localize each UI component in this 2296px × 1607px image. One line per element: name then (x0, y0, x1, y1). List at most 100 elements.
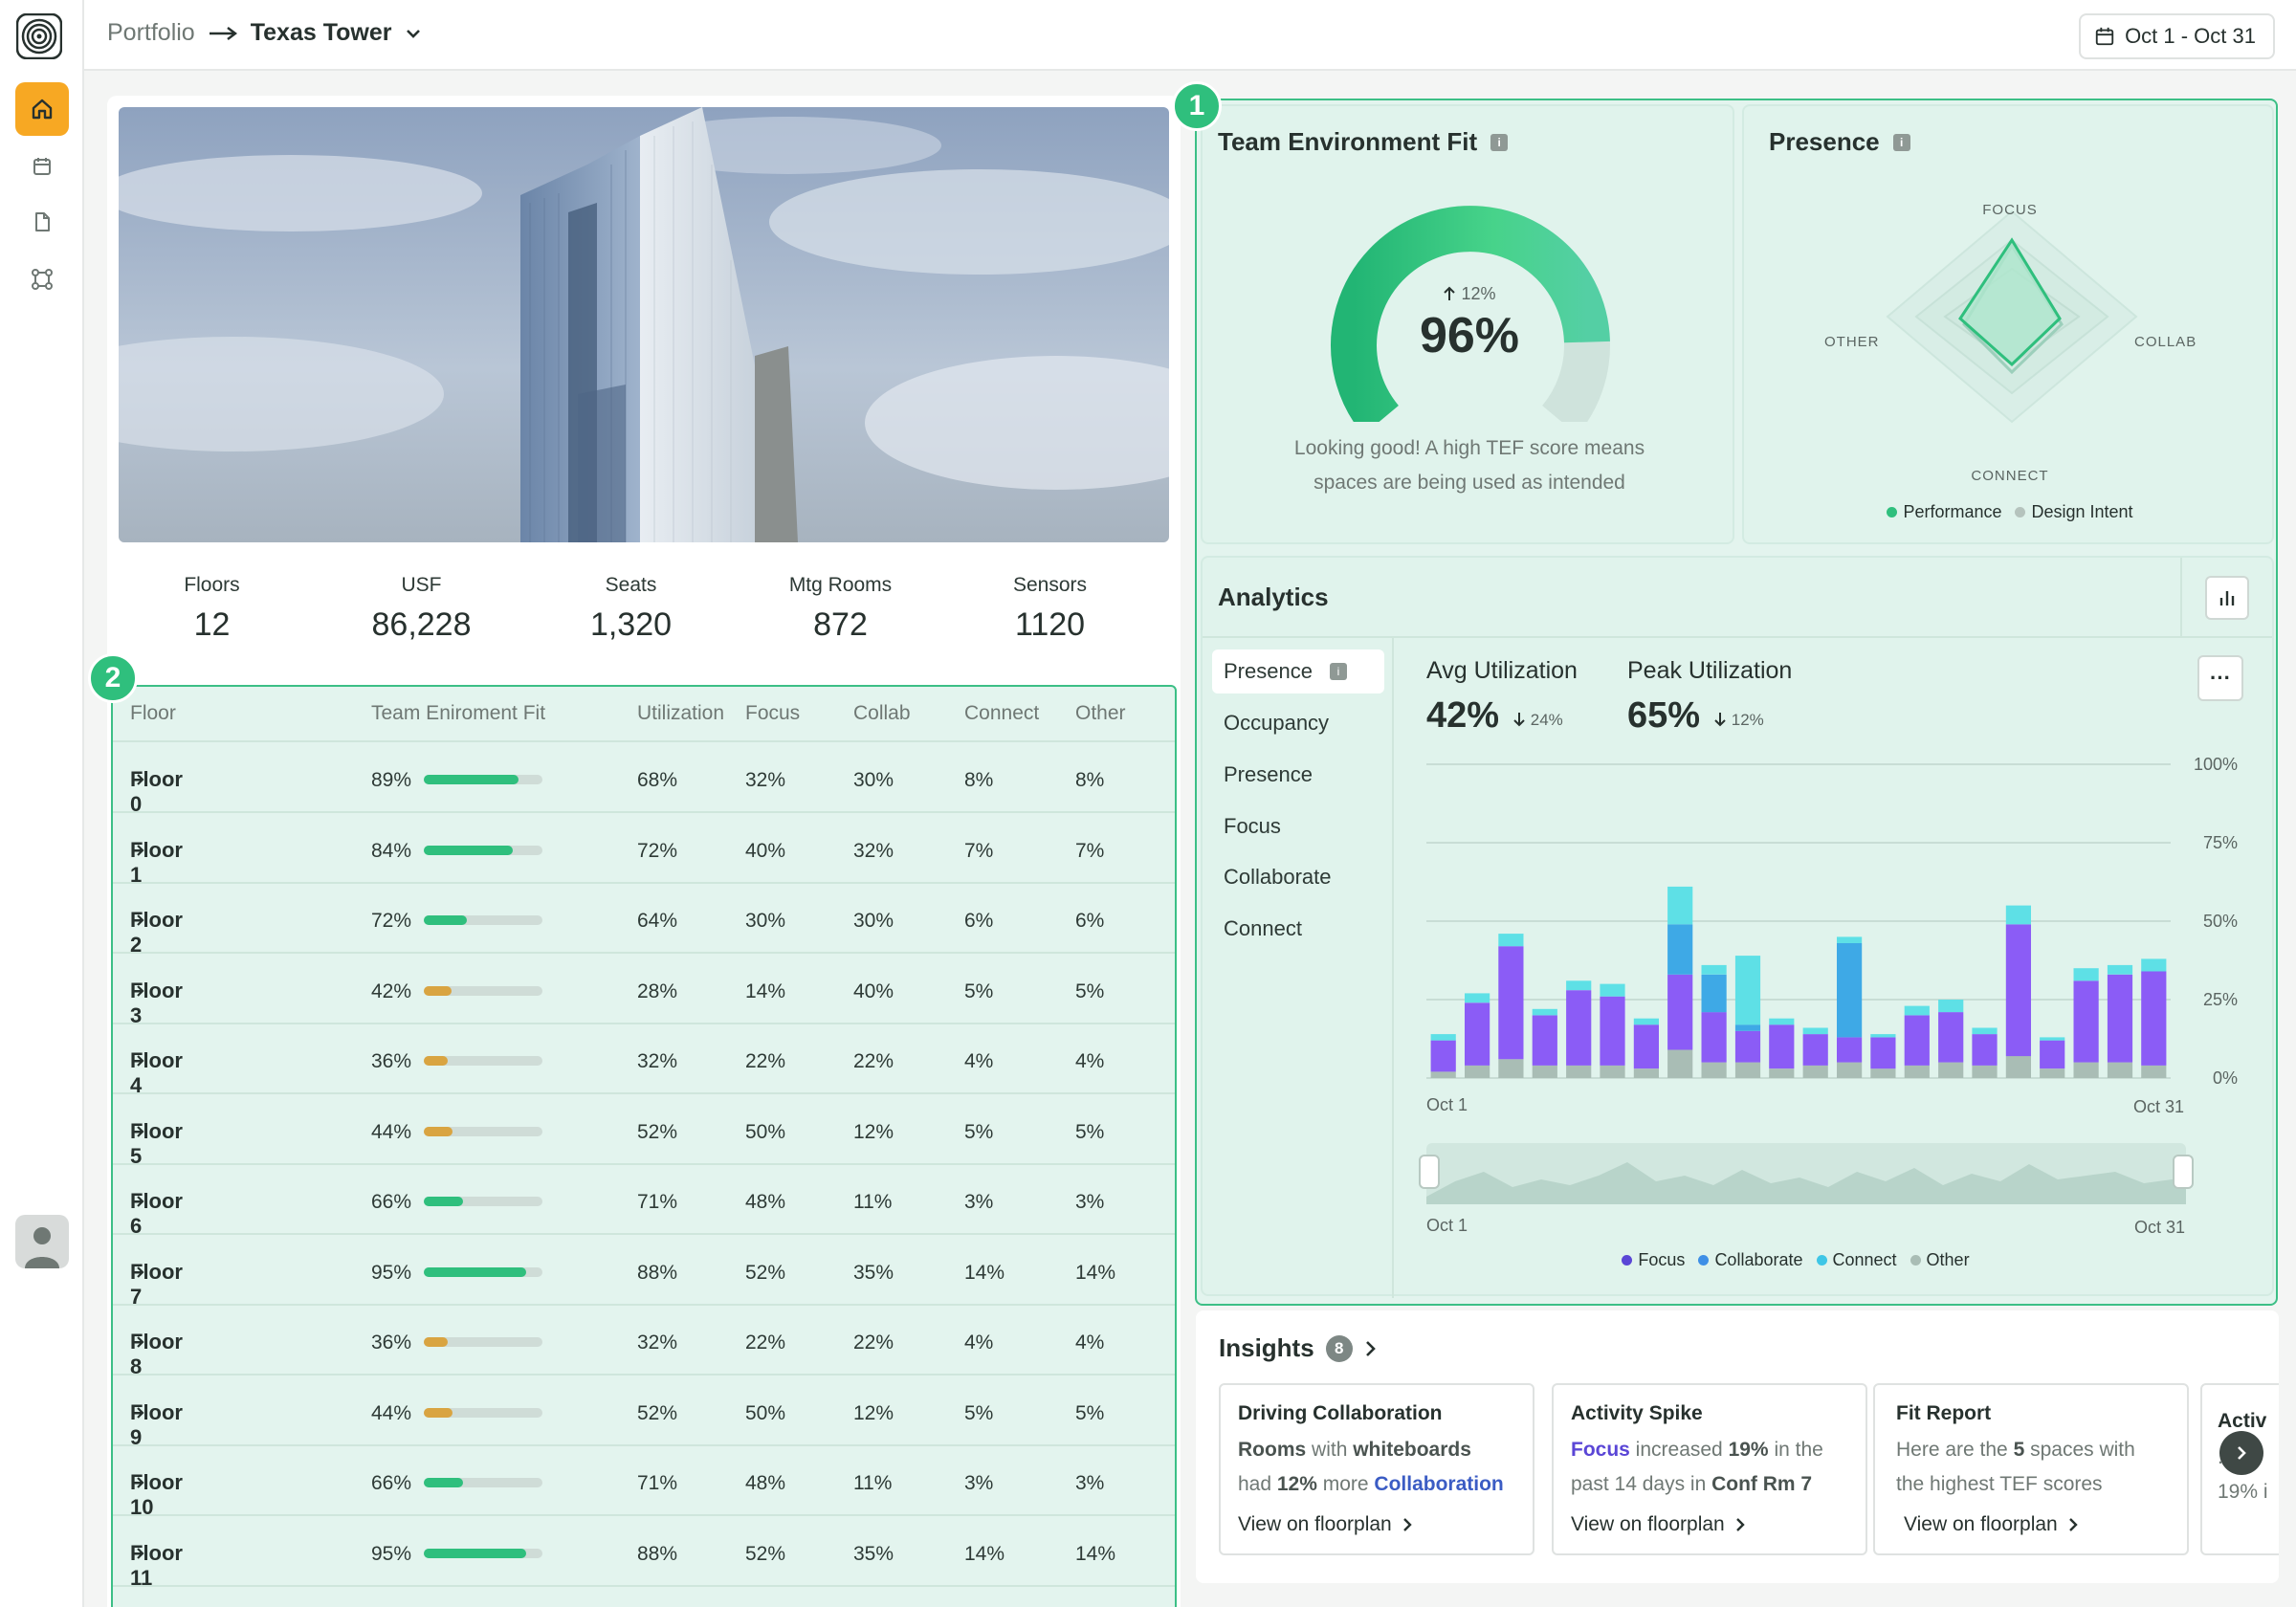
bar-segment-other[interactable] (1532, 1065, 1557, 1078)
view-on-floorplan-link[interactable]: View on floorplan (1904, 1513, 2079, 1536)
bar-segment-other[interactable] (2141, 1065, 2167, 1078)
floor-name[interactable]: Floor 0 (130, 767, 183, 816)
bar-segment-connect[interactable] (1430, 1034, 1456, 1041)
bar-segment-connect[interactable] (1938, 1000, 1964, 1013)
metric-item-collaborate[interactable]: Collaborate (1224, 865, 1332, 889)
bar-segment-focus[interactable] (1837, 1037, 1863, 1063)
bar-segment-other[interactable] (1734, 1062, 1761, 1078)
metric-item-occupancy[interactable]: Occupancy (1224, 711, 1330, 735)
table-row[interactable]: Floor 1 84% 72% 40% 32% 7% 7% (113, 815, 1175, 887)
bar-segment-other[interactable] (1633, 1068, 1659, 1078)
date-range-button[interactable]: Oct 1 - Oct 31 (2079, 13, 2275, 59)
bar-segment-other[interactable] (1904, 1065, 1930, 1078)
bar-segment-other[interactable] (1972, 1065, 1998, 1078)
bar-segment-focus[interactable] (2107, 974, 2133, 1063)
bar-segment-connect[interactable] (1633, 1018, 1659, 1025)
brush-handle-left[interactable] (1419, 1155, 1440, 1189)
bar-segment-connect[interactable] (2040, 1037, 2065, 1041)
table-row[interactable]: Floor 4 36% 32% 22% 22% 4% 4% (113, 1025, 1175, 1097)
bar-segment-focus[interactable] (1870, 1037, 1896, 1069)
bar-segment-other[interactable] (1600, 1065, 1625, 1078)
bar-segment-other[interactable] (1430, 1071, 1456, 1078)
view-on-floorplan-link[interactable]: View on floorplan (1238, 1513, 1413, 1536)
bar-segment-focus[interactable] (1633, 1024, 1659, 1069)
nav-documents[interactable] (15, 195, 69, 249)
bar-segment-other[interactable] (1566, 1065, 1592, 1078)
metric-item-presence-active[interactable]: Presence i (1212, 649, 1384, 693)
view-on-floorplan-link[interactable]: View on floorplan (1571, 1513, 1746, 1536)
bar-segment-other[interactable] (1938, 1062, 1964, 1078)
bar-segment-focus[interactable] (1769, 1024, 1795, 1069)
nav-home[interactable] (15, 82, 69, 136)
insight-link-text[interactable]: Focus (1571, 1439, 1630, 1461)
avatar[interactable] (15, 1215, 69, 1268)
bar-segment-other[interactable] (1769, 1068, 1795, 1078)
logo-icon[interactable] (15, 12, 63, 60)
floor-name[interactable]: Floor 6 (130, 1189, 183, 1238)
bar-segment-connect[interactable] (1667, 886, 1693, 925)
floor-name[interactable]: Floor 1 (130, 838, 183, 887)
bar-segment-connect[interactable] (1904, 1005, 1930, 1016)
bar-segment-other[interactable] (2107, 1062, 2133, 1078)
bar-segment-collaborate[interactable] (1837, 943, 1863, 1038)
bar-segment-other[interactable] (1837, 1062, 1863, 1078)
bar-segment-connect[interactable] (2005, 905, 2031, 925)
bar-segment-connect[interactable] (1734, 956, 1761, 1025)
floor-name[interactable]: Floor 9 (130, 1400, 183, 1449)
insight-link-text[interactable]: Collaboration (1374, 1473, 1504, 1495)
bar-segment-connect[interactable] (2141, 958, 2167, 972)
bar-segment-other[interactable] (2040, 1068, 2065, 1078)
table-row[interactable]: Floor 8 36% 32% 22% 22% 4% 4% (113, 1307, 1175, 1378)
insights-next-button[interactable] (2219, 1431, 2263, 1475)
col-floor[interactable]: Floor (130, 702, 176, 724)
floor-name[interactable]: Floor 11 (130, 1541, 183, 1590)
bar-segment-other[interactable] (1701, 1062, 1727, 1078)
metric-item-connect[interactable]: Connect (1224, 916, 1302, 940)
bar-segment-focus[interactable] (1938, 1012, 1964, 1063)
chart-type-button[interactable] (2180, 558, 2272, 638)
info-icon[interactable]: i (1892, 133, 1910, 151)
nav-integrations[interactable] (15, 253, 69, 306)
floor-name[interactable]: Floor 8 (130, 1330, 183, 1378)
bar-segment-focus[interactable] (1972, 1034, 1998, 1066)
bar-segment-connect[interactable] (1972, 1027, 1998, 1035)
bar-segment-focus[interactable] (2040, 1040, 2065, 1069)
bar-segment-focus[interactable] (1498, 946, 1524, 1060)
col-other[interactable]: Other (1075, 702, 1126, 724)
col-tef[interactable]: Team Eniroment Fit (371, 702, 546, 724)
info-icon[interactable]: i (1490, 133, 1509, 151)
table-row[interactable]: Floor 2 72% 64% 30% 30% 6% 6% (113, 885, 1175, 957)
bar-segment-other[interactable] (1465, 1065, 1490, 1078)
bar-segment-focus[interactable] (1734, 1030, 1761, 1063)
col-collab[interactable]: Collab (853, 702, 911, 724)
bar-segment-focus[interactable] (1701, 1012, 1727, 1063)
table-row[interactable]: Floor 3 42% 28% 14% 40% 5% 5% (113, 956, 1175, 1027)
bar-segment-other[interactable] (1802, 1065, 1828, 1078)
nav-calendar[interactable] (15, 140, 69, 193)
chevron-down-icon[interactable] (405, 28, 422, 39)
bar-segment-collaborate[interactable] (1701, 974, 1727, 1013)
floor-name[interactable]: Floor 10 (130, 1470, 183, 1519)
bar-segment-connect[interactable] (2073, 968, 2099, 981)
bar-segment-connect[interactable] (1701, 964, 1727, 975)
bar-segment-other[interactable] (1667, 1049, 1693, 1079)
col-focus[interactable]: Focus (745, 702, 801, 724)
bar-segment-focus[interactable] (1904, 1015, 1930, 1066)
range-brush[interactable] (1419, 1143, 2194, 1204)
floor-name[interactable]: Floor 2 (130, 908, 183, 957)
floor-name[interactable]: Floor 3 (130, 979, 183, 1027)
floor-name[interactable]: Floor 5 (130, 1119, 183, 1168)
insights-header[interactable]: Insights 8 (1219, 1333, 1378, 1363)
bar-segment-focus[interactable] (2005, 924, 2031, 1057)
metric-item-presence[interactable]: Presence (1224, 762, 1313, 786)
bar-segment-other[interactable] (1870, 1068, 1896, 1078)
table-row[interactable]: Floor 9 44% 52% 50% 12% 5% 5% (113, 1377, 1175, 1449)
bar-segment-focus[interactable] (1532, 1015, 1557, 1066)
bar-segment-other[interactable] (1498, 1059, 1524, 1078)
bar-segment-focus[interactable] (2141, 971, 2167, 1066)
bar-segment-connect[interactable] (1837, 936, 1863, 943)
bar-segment-other[interactable] (2073, 1062, 2099, 1078)
bar-segment-connect[interactable] (1566, 980, 1592, 991)
insight-card-activity-spike[interactable]: Activity Spike Focus increased 19% in th… (1552, 1383, 1867, 1555)
insight-card-collaboration[interactable]: Driving Collaboration Rooms with whitebo… (1219, 1383, 1534, 1555)
